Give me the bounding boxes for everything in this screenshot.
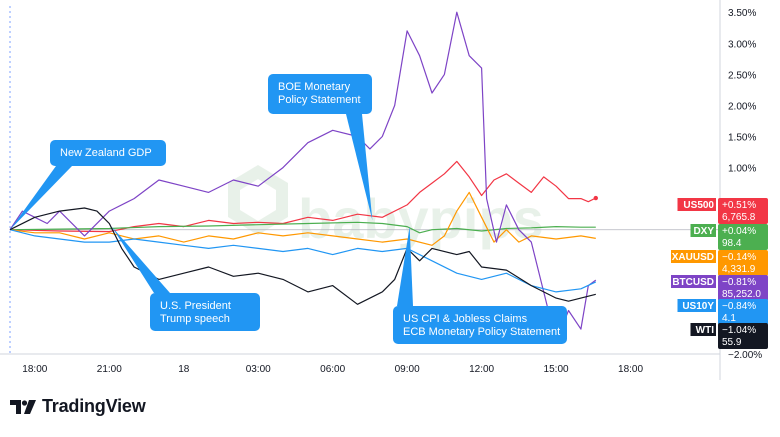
x-tick-label: 15:00	[544, 364, 569, 375]
legend-name-dxy: DXY	[693, 226, 714, 237]
y-tick-label: −2.00%	[728, 350, 762, 361]
legend-value-badge	[718, 250, 768, 276]
annotation-pointer	[10, 166, 72, 230]
y-tick-label: 2.00%	[728, 101, 756, 112]
annotation-pointer	[397, 226, 413, 306]
legend-value-badge	[718, 224, 768, 250]
y-tick-label: 1.00%	[728, 164, 756, 175]
legend-name-us10y: US10Y	[682, 301, 714, 312]
legend-value: 4.1	[722, 313, 736, 324]
y-tick-label: 1.50%	[728, 133, 756, 144]
annotation-text: BOE Monetary	[278, 81, 351, 93]
x-axis: 18:00 21:00 18 03:00 06:00 09:00 12:00 15:00 18:…	[22, 364, 643, 375]
annotation-text: ECB Monetary Policy Statement	[403, 326, 560, 338]
legend-value: 55.9	[722, 337, 742, 348]
x-tick-label: 03:00	[246, 364, 271, 375]
legend-name-bg	[690, 323, 716, 336]
y-tick-label: 2.50%	[728, 70, 756, 81]
legend-value: 6,765.8	[722, 212, 756, 223]
legend-change: +0.04%	[722, 226, 756, 237]
x-tick-label: 18:00	[22, 364, 47, 375]
legend-name-bg	[677, 198, 716, 211]
annotation-pointer	[346, 114, 373, 221]
legend-value: 4,331.9	[722, 264, 756, 275]
legend-value-badge	[718, 299, 768, 325]
legend-value: 98.4	[722, 238, 742, 249]
annotation-text: U.S. President	[160, 300, 231, 312]
legend-value-badge	[718, 323, 768, 349]
legend-change: −0.14%	[722, 252, 756, 263]
y-tick-label: 3.50%	[728, 8, 756, 19]
annotation-box	[268, 74, 372, 114]
y-axis: 3.50% 3.00% 2.50% 2.00% 1.50% 1.00% −2.00%	[728, 8, 762, 361]
watermark-text: babypips	[298, 187, 544, 250]
series-line-dxy	[9, 221, 596, 234]
series-end-dot-us500	[593, 195, 598, 201]
annotation-text: Trump speech	[160, 313, 230, 325]
legend-change: −0.84%	[722, 301, 756, 312]
x-tick-label: 06:00	[320, 364, 345, 375]
series-line-xauusd	[9, 191, 596, 246]
legend-value-badge	[718, 198, 768, 224]
y-tick-label: 3.00%	[728, 39, 756, 50]
legend-value: 85,252.0	[722, 289, 761, 300]
annotation-box	[150, 293, 260, 331]
legend-name-wti: WTI	[696, 325, 715, 336]
annotation-pointer	[111, 226, 170, 293]
legend-name-xauusd: XAUUSD	[672, 252, 714, 263]
legend-change: −1.04%	[722, 325, 756, 336]
legend-name-bg	[671, 250, 716, 263]
series-line-wti	[9, 207, 596, 305]
legend-change: −0.81%	[722, 277, 756, 288]
legend-name-bg	[677, 299, 716, 312]
annotation-text: New Zealand GDP	[60, 147, 152, 159]
annotation-text: US CPI & Jobless Claims	[403, 313, 528, 325]
legend-value-badge	[718, 275, 768, 301]
brand-name: TradingView	[42, 396, 146, 416]
x-tick-label: 09:00	[395, 364, 420, 375]
x-tick-label: 12:00	[469, 364, 494, 375]
x-tick-label: 18	[178, 364, 190, 375]
legend-badges: US500 +0.51%6,765.8 DXY +0.04%98.4 XAUUSD −0.…	[671, 198, 768, 349]
tradingview-brand[interactable]: TradingView	[10, 396, 146, 417]
legend-name-bg	[690, 224, 716, 237]
x-tick-label: 21:00	[97, 364, 122, 375]
legend-name-bg	[671, 275, 716, 288]
x-tick-label: 18:00	[618, 364, 643, 375]
annotation-text: Policy Statement	[278, 94, 361, 106]
series-line-us10y	[9, 229, 597, 293]
annotation-box	[50, 140, 166, 166]
series-layer	[9, 11, 598, 343]
legend-change: +0.51%	[722, 200, 756, 211]
tradingview-logo-icon	[10, 399, 36, 414]
series-line-btcusd	[9, 11, 597, 343]
legend-name-btcusd: BTCUSD	[672, 277, 714, 288]
annotation-box	[393, 306, 567, 344]
legend-name-us500: US500	[683, 200, 714, 211]
